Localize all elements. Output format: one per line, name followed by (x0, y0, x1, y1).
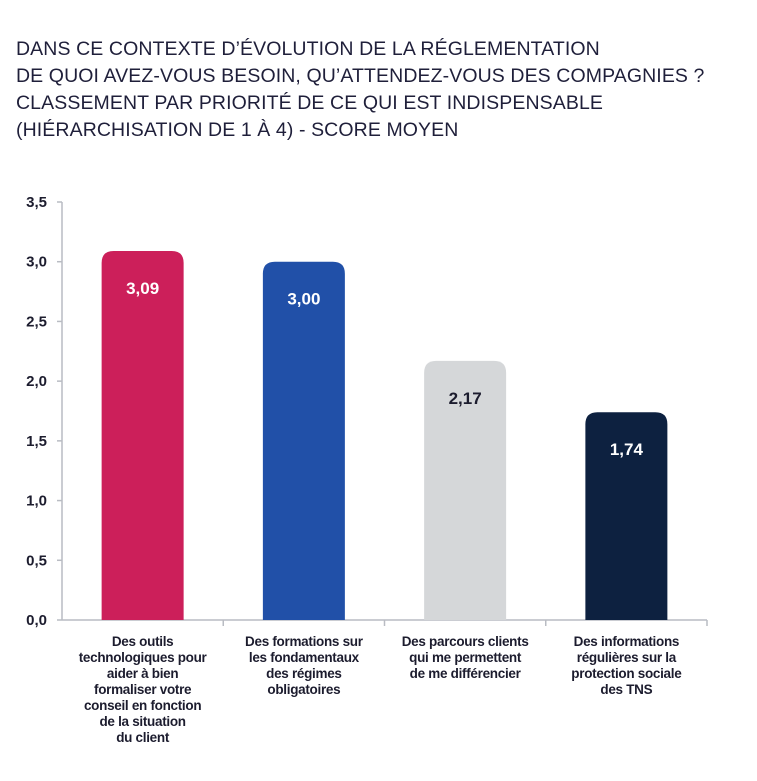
category-label-line: régulières sur la (576, 650, 677, 665)
y-tick-label: 1,5 (26, 433, 47, 450)
y-tick-label: 0,5 (26, 552, 47, 569)
y-tick-label: 1,0 (26, 493, 47, 510)
title-line-2: DE QUOI AVEZ-VOUS BESOIN, QU’ATTENDEZ-VO… (16, 65, 705, 87)
category-label-line: de me différencier (409, 666, 521, 681)
y-tick-label: 0,0 (26, 612, 47, 629)
category-label-line: obligatoires (267, 682, 341, 697)
category-label-line: qui me permettent (409, 650, 522, 665)
bar-value-label-2: 3,00 (287, 290, 320, 309)
y-tick-label: 2,0 (26, 373, 47, 390)
category-label-line: de la situation (99, 714, 186, 729)
category-label-2: Des formations sur les fondamentaux des ré… (229, 634, 379, 698)
y-tick-label: 2,5 (26, 313, 47, 330)
category-label-line: aider à bien (106, 666, 179, 681)
category-label-line: des régimes (266, 666, 342, 681)
title-line-3: CLASSEMENT PAR PRIORITÉ DE CE QUI EST IN… (16, 92, 603, 114)
bar-3 (424, 360, 507, 620)
category-label-4: Des informations régulières sur la protect… (551, 634, 701, 698)
title-line-1: DANS CE CONTEXTE D’ÉVOLUTION DE LA RÉGLE… (16, 38, 600, 60)
category-label-line: Des outils (111, 634, 174, 649)
y-tick-label: 3,5 (26, 194, 47, 211)
bar-1 (101, 250, 184, 621)
category-label-line: formaliser votre (94, 682, 192, 697)
y-tick-label: 3,0 (26, 254, 47, 271)
category-label-line: du client (116, 730, 170, 745)
category-label-line: technologiques pour (78, 650, 207, 665)
category-label-1: Des outils technologiques pour aider à bie… (68, 634, 218, 746)
bar-value-label-1: 3,09 (126, 279, 159, 298)
category-label-3: Des parcours clients qui me permettent de … (390, 634, 540, 682)
category-label-line: Des informations (573, 634, 680, 649)
title-line-4: (HIÉRARCHISATION DE 1 À 4) - SCORE MOYEN (16, 119, 459, 141)
category-label-line: Des formations sur (245, 634, 363, 649)
category-label-line: des TNS (600, 682, 653, 697)
bar-value-label-4: 1,74 (610, 440, 644, 459)
category-label-line: les fondamentaux (248, 650, 359, 665)
category-label-line: conseil en fonction (83, 698, 202, 713)
bar-2 (262, 261, 345, 620)
category-label-line: Des parcours clients (401, 634, 529, 649)
chart-title: DANS CE CONTEXTE D’ÉVOLUTION DE LA RÉGLE… (16, 36, 746, 144)
bar-4 (585, 412, 668, 620)
bar-value-label-3: 2,17 (449, 389, 482, 408)
category-label-line: protection sociale (571, 666, 682, 681)
